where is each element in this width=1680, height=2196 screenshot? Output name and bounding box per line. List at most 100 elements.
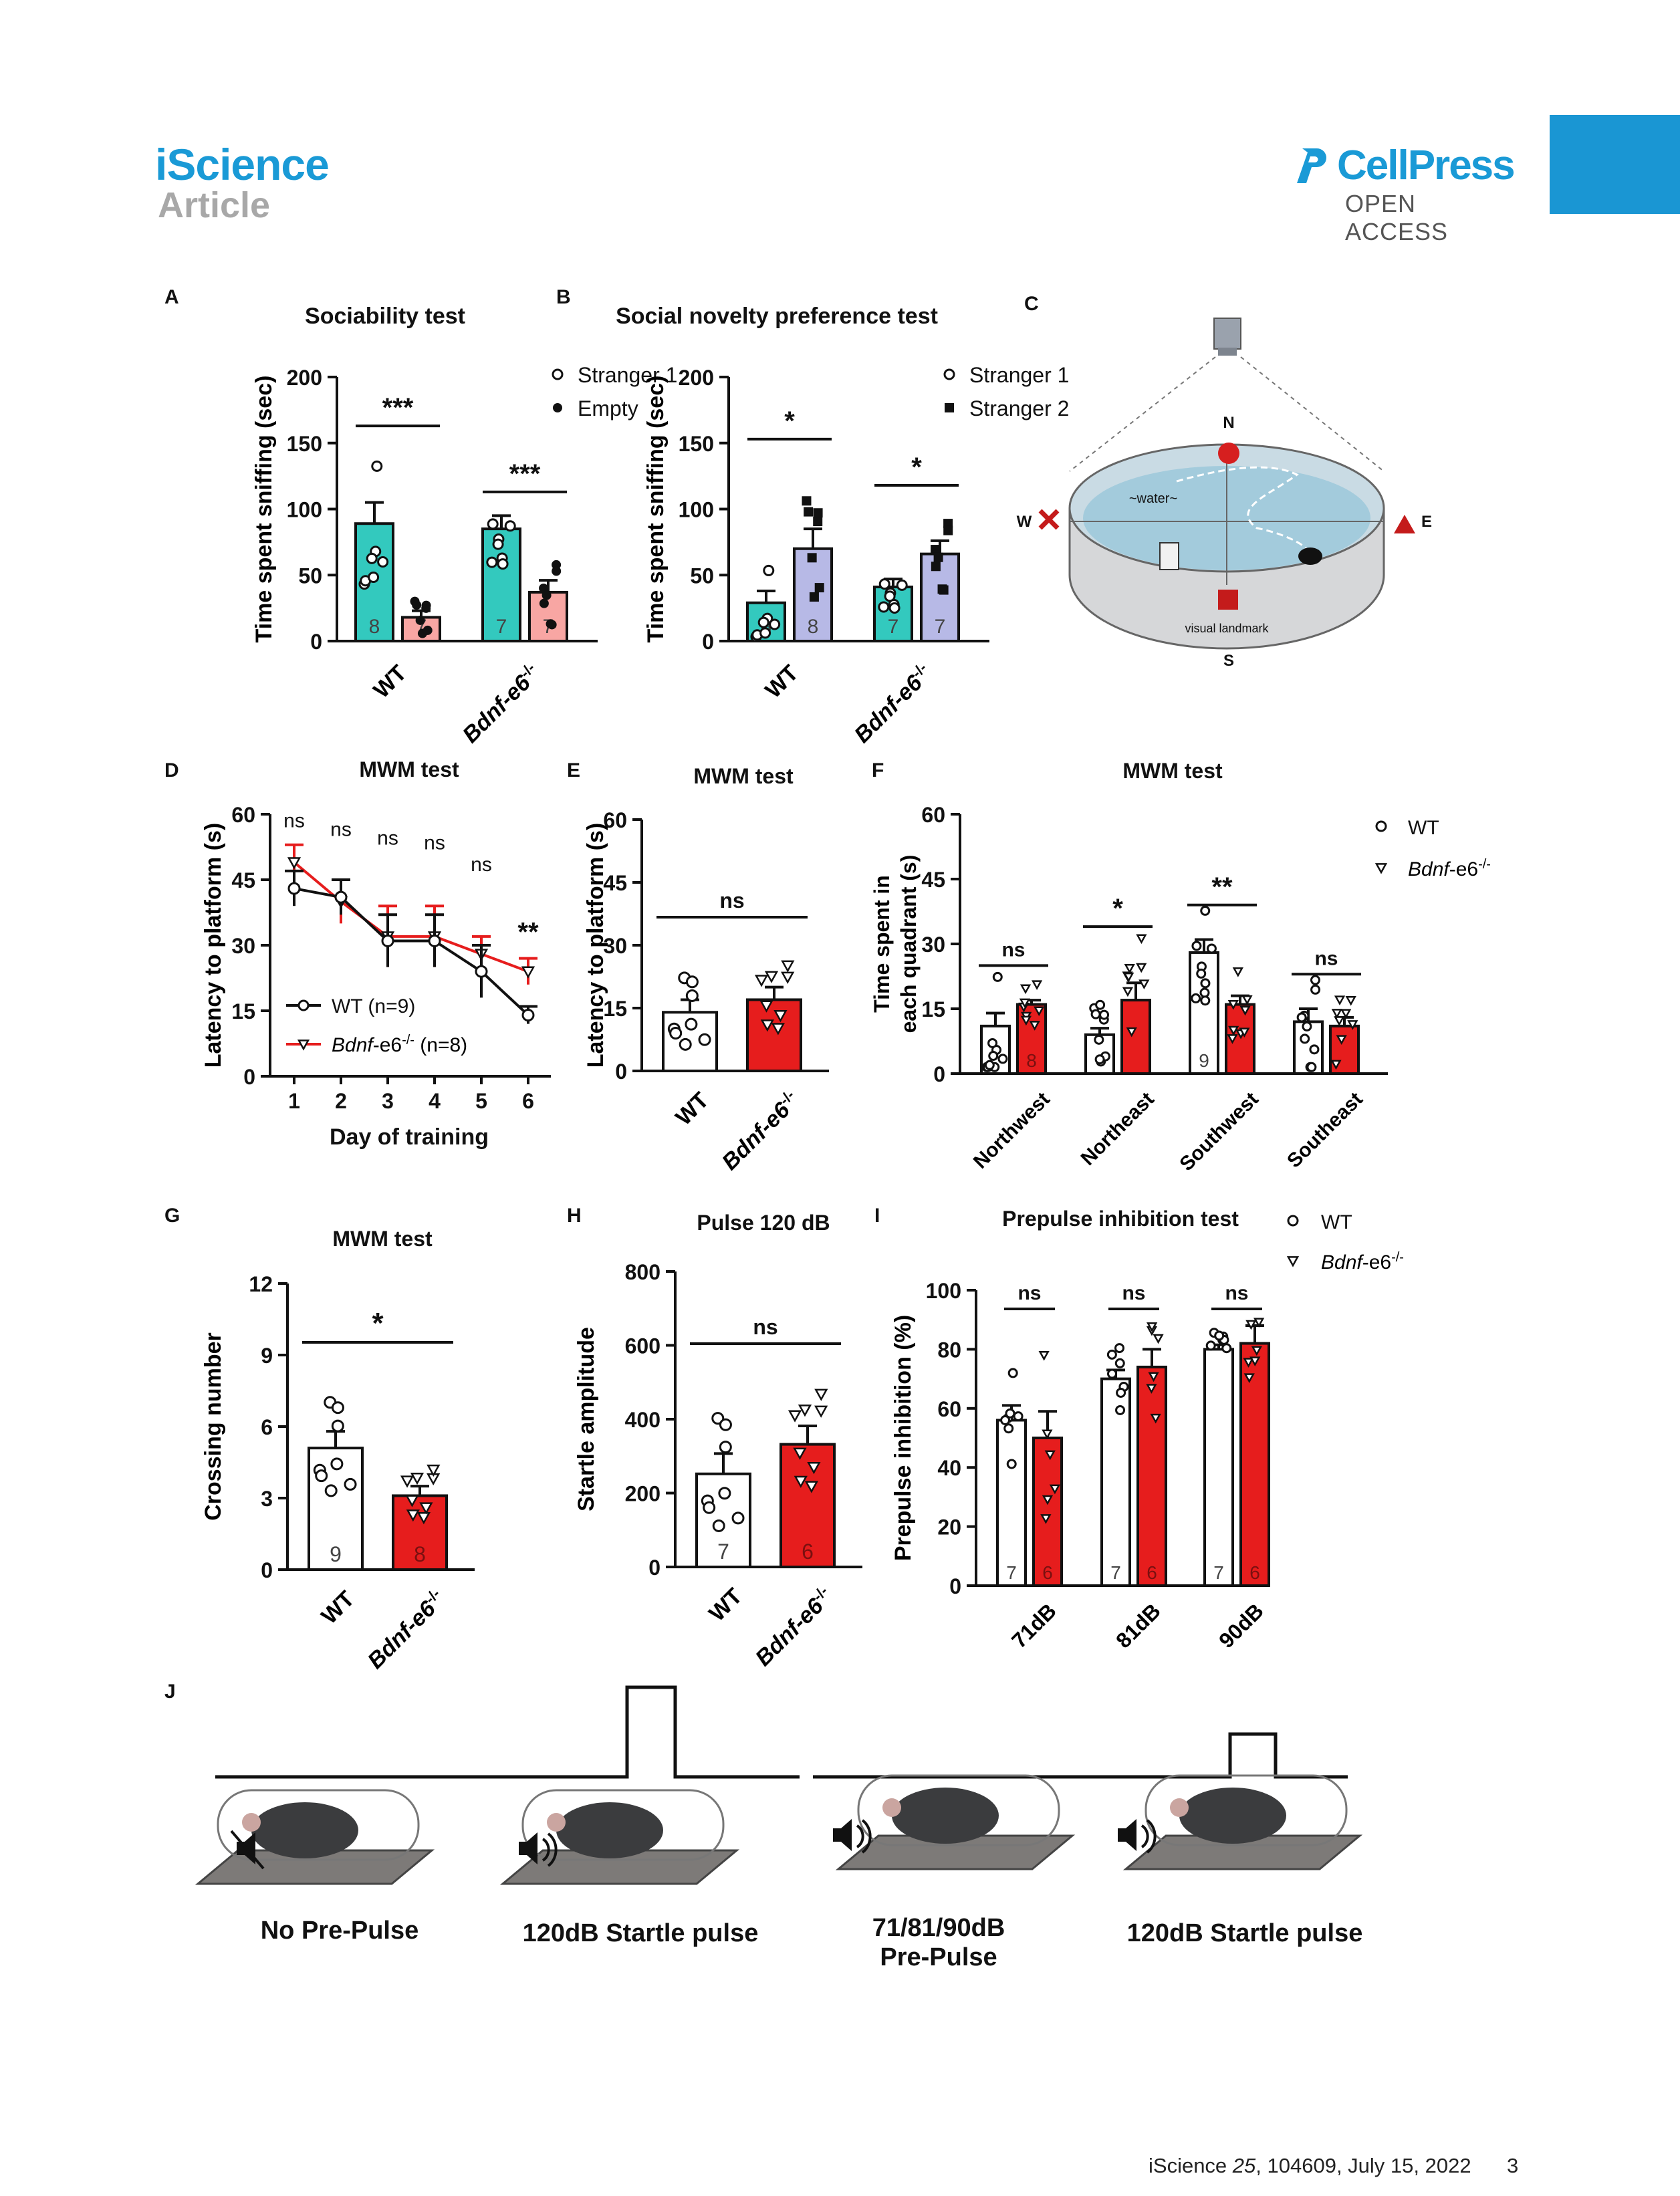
sample-size: 8 xyxy=(1026,1050,1037,1071)
significance-label: ns xyxy=(1225,1282,1248,1304)
sample-size: 7 xyxy=(888,616,899,638)
significance-label: * xyxy=(784,406,795,436)
legend-gene: Bdnf xyxy=(1408,858,1451,880)
data-point xyxy=(878,578,890,590)
data-point xyxy=(992,971,1003,982)
data-point xyxy=(878,601,890,613)
data-point xyxy=(1148,1372,1159,1382)
data-point xyxy=(931,562,941,572)
legend-sup: -/- xyxy=(1391,1250,1404,1265)
citation-volume: 25 xyxy=(1232,2154,1256,2177)
legend-n: (n=8) xyxy=(414,1034,467,1056)
data-point xyxy=(331,1401,344,1415)
pulse-trace-startle xyxy=(215,1685,800,1779)
data-point xyxy=(539,584,549,594)
data-point xyxy=(943,368,955,380)
camera-lens-icon xyxy=(1218,348,1237,356)
compass-north: N xyxy=(1223,414,1234,432)
data-point xyxy=(711,1412,725,1425)
legend-label: Stranger 2 xyxy=(969,396,1069,420)
protocol-label-prepulse: Pre-Pulse xyxy=(880,1943,997,1971)
water-label: ~water~ xyxy=(1129,491,1177,506)
y-tick-label: 0 xyxy=(949,1574,961,1598)
data-point xyxy=(423,625,433,635)
data-point xyxy=(330,1457,344,1471)
protocol-label-startle-2: 120dB Startle pulse xyxy=(1127,1919,1363,1947)
panel-title: Social novelty preference test xyxy=(616,303,938,329)
data-point xyxy=(1196,968,1207,979)
x-tick-label: 4 xyxy=(429,1089,441,1113)
footer-citation: iScience 25, 104609, July 15, 2022 xyxy=(1149,2154,1471,2178)
data-point xyxy=(1253,1318,1265,1328)
sample-size: 8 xyxy=(414,1542,426,1566)
data-point xyxy=(943,525,953,535)
x-tick-label: Northeast xyxy=(1077,1088,1159,1170)
data-point xyxy=(1243,1358,1254,1368)
data-point xyxy=(1334,995,1346,1006)
y-tick-label: 100 xyxy=(287,498,322,522)
mouse-1-mouse-ear xyxy=(242,1813,261,1832)
data-point xyxy=(1310,984,1321,995)
data-point xyxy=(759,627,771,639)
data-point xyxy=(1094,1054,1105,1065)
data-point xyxy=(781,971,795,984)
data-point xyxy=(943,519,953,529)
data-point xyxy=(1205,1340,1216,1351)
data-point xyxy=(1251,1346,1262,1356)
data-point xyxy=(1375,820,1387,832)
y-tick-label: 400 xyxy=(625,1408,661,1432)
data-point xyxy=(492,538,504,550)
legend-gene: Bdnf xyxy=(332,1034,374,1056)
group-gene: Bdnf-e6 xyxy=(363,1596,441,1674)
mouse-1-restrainer xyxy=(217,1789,420,1861)
data-point xyxy=(1228,1025,1239,1036)
legend-gene-suffix: -e6 xyxy=(1449,858,1478,880)
data-point xyxy=(804,507,814,517)
swim-path xyxy=(1176,466,1312,556)
sample-size: 8 xyxy=(369,616,380,638)
data-point xyxy=(802,496,812,506)
data-point xyxy=(804,1481,819,1493)
data-point xyxy=(1038,1350,1050,1361)
data-point xyxy=(331,1419,344,1433)
mouse-2-restrainer xyxy=(521,1789,725,1861)
panel-i: I Prepulse inhibition test 0 20 40 60 80 100 Pre… xyxy=(874,1205,1404,1653)
citation-details: , 104609, July 15, 2022 xyxy=(1255,2154,1471,2177)
mouse-4-restrainer xyxy=(1145,1774,1348,1846)
y-axis-label: Latency to platform (s) xyxy=(583,823,608,1068)
data-point xyxy=(807,553,817,563)
data-point xyxy=(798,1405,812,1417)
data-point xyxy=(1227,1034,1238,1044)
data-point xyxy=(793,1447,807,1460)
panel-c: C N S W E ~water~ visual landmark xyxy=(1017,293,1432,670)
sample-size: 6 xyxy=(802,1540,814,1564)
data-point xyxy=(521,1009,535,1022)
data-point xyxy=(1199,987,1210,998)
legend-sup: -/- xyxy=(1478,857,1491,872)
data-point xyxy=(1232,967,1243,977)
data-point xyxy=(1003,1423,1014,1434)
data-point xyxy=(539,598,549,608)
y-tick-label: 12 xyxy=(249,1272,273,1296)
speaker-loud-icon-2 xyxy=(1118,1819,1136,1851)
group-label-wt: WT xyxy=(671,1088,713,1130)
data-point xyxy=(807,1462,821,1475)
data-point xyxy=(553,403,562,412)
data-point xyxy=(334,890,348,904)
data-point xyxy=(324,1484,338,1497)
data-point xyxy=(1150,1413,1161,1424)
y-tick-label: 0 xyxy=(933,1062,945,1086)
y-tick-label: 60 xyxy=(231,803,255,827)
group-label-wt: WT xyxy=(704,1584,747,1626)
legend-label: Empty xyxy=(578,396,638,420)
panel-letter: C xyxy=(1024,293,1039,315)
publisher-name: CellPress xyxy=(1337,142,1516,189)
corner-tab xyxy=(1550,115,1680,214)
data-point xyxy=(1239,1005,1251,1016)
data-point xyxy=(814,583,824,593)
panel-letter: G xyxy=(164,1205,180,1227)
data-point xyxy=(1239,1027,1250,1038)
group-gene: Bdnf-e6 xyxy=(717,1097,796,1175)
